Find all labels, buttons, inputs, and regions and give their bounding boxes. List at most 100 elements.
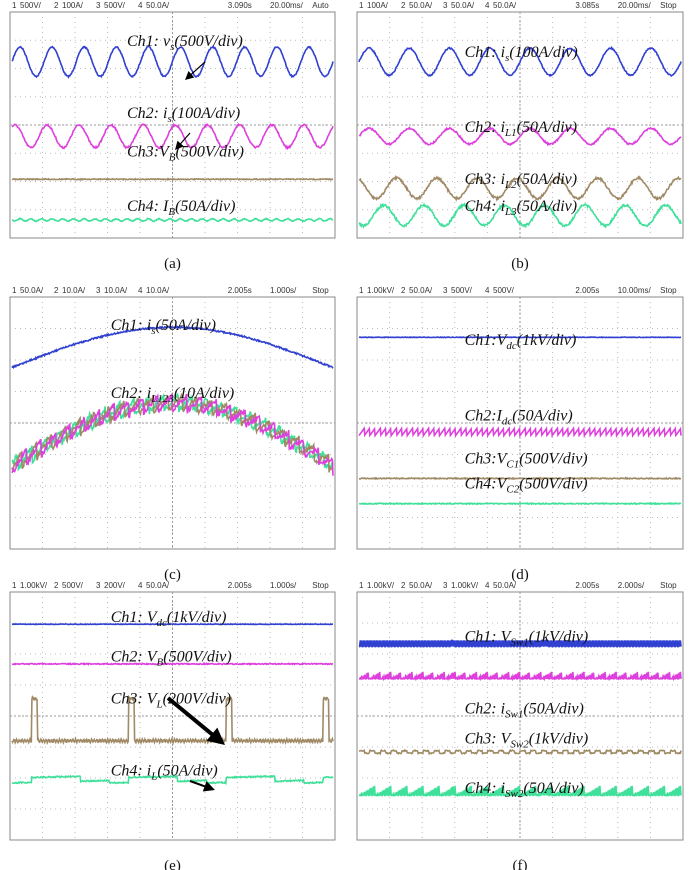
label-main: Ch3:V bbox=[465, 450, 509, 467]
label-tail: (50A/div) bbox=[512, 407, 572, 424]
channel-label: Ch3:VB(500V/div) bbox=[127, 144, 244, 164]
run-mode: Stop bbox=[312, 286, 329, 295]
label-main: Ch4:V bbox=[465, 476, 509, 493]
label-main: Ch1: V bbox=[111, 609, 159, 626]
channel-number: 4 bbox=[485, 1, 490, 10]
label-main: Ch2: i bbox=[111, 385, 151, 402]
label-tail: (50A/div) bbox=[517, 198, 577, 215]
channel-scale: 200V/ bbox=[104, 581, 126, 590]
channel-label: Ch2: VB(500V/div) bbox=[111, 648, 232, 668]
channel-scale: 50.0A/ bbox=[451, 1, 475, 10]
channel-label: Ch2:Idc(50A/div) bbox=[465, 407, 573, 427]
channel-number: 1 bbox=[359, 1, 364, 10]
channel-label: Ch1: is(50A/div) bbox=[111, 317, 216, 337]
channel-scale: 500V/ bbox=[493, 286, 515, 295]
channel-scale: 50.0A/ bbox=[409, 286, 433, 295]
label-tail: (10A/div) bbox=[174, 385, 234, 402]
channel-label: Ch4: iL3(50A/div) bbox=[465, 198, 577, 218]
label-subscript: Sw1 bbox=[510, 637, 528, 649]
label-subscript: Sw1 bbox=[505, 709, 523, 721]
channel-label: Ch2: iSw1(50A/div) bbox=[465, 701, 584, 721]
label-main: Ch1: v bbox=[127, 33, 171, 50]
label-main: Ch3: V bbox=[111, 691, 159, 708]
channel-label: Ch4: iSw2(50A/div) bbox=[465, 780, 584, 800]
run-mode: Stop bbox=[312, 581, 329, 590]
channel-label: Ch1: vs(500V/div) bbox=[127, 33, 243, 53]
label-subscript: C2 bbox=[506, 484, 519, 496]
channel-number: 4 bbox=[138, 1, 143, 10]
figure: 1500V/2100A/3500V/450.0A/3.090s20.00ms/A… bbox=[0, 0, 690, 870]
time-position: 3.090s bbox=[228, 1, 252, 10]
channel-label: Ch3:VC1(500V/div) bbox=[465, 450, 588, 470]
channel-number: 2 bbox=[54, 581, 59, 590]
channel-number: 2 bbox=[401, 1, 406, 10]
channel-scale: 50.0A/ bbox=[409, 581, 433, 590]
label-main: Ch3: i bbox=[465, 171, 505, 188]
label-main: Ch4: i bbox=[465, 780, 505, 797]
label-main: Ch2:I bbox=[465, 407, 503, 424]
label-tail: (500V/div) bbox=[519, 450, 587, 467]
label-main: Ch1: i bbox=[465, 44, 505, 61]
label-main: Ch4: i bbox=[465, 198, 505, 215]
waveform bbox=[359, 503, 681, 504]
label-tail: (100A/div) bbox=[172, 105, 240, 122]
channel-scale: 1.00kV/ bbox=[367, 581, 395, 590]
label-tail: (50A/div) bbox=[157, 763, 217, 780]
channel-number: 1 bbox=[359, 286, 364, 295]
channel-number: 3 bbox=[96, 581, 101, 590]
channel-number: 4 bbox=[485, 581, 490, 590]
waveform bbox=[359, 750, 681, 754]
label-subscript: Sw2 bbox=[510, 738, 529, 750]
label-subscript: dc bbox=[502, 415, 512, 427]
channel-scale: 500V/ bbox=[451, 286, 473, 295]
channel-number: 4 bbox=[138, 286, 143, 295]
label-main: Ch2: i bbox=[127, 105, 167, 122]
label-subscript: L2 bbox=[504, 179, 517, 191]
channel-scale: 500V/ bbox=[104, 1, 126, 10]
label-tail: (50A/div) bbox=[517, 119, 577, 136]
label-tail: (200V/div) bbox=[163, 691, 231, 708]
channel-label: Ch4:VC2(500V/div) bbox=[465, 476, 588, 496]
label-main: Ch1: i bbox=[111, 317, 151, 334]
run-mode: Stop bbox=[660, 1, 677, 10]
channel-scale: 1.00kV/ bbox=[451, 581, 479, 590]
channel-number: 1 bbox=[359, 581, 364, 590]
label-main: Ch1: V bbox=[465, 629, 513, 646]
label-main: Ch4: i bbox=[111, 763, 151, 780]
channel-scale: 100A/ bbox=[62, 1, 84, 10]
label-tail: (1kV/div) bbox=[529, 629, 589, 646]
time-division: 20.00ms/ bbox=[270, 1, 304, 10]
channel-number: 3 bbox=[443, 286, 448, 295]
label-subscript: L1 bbox=[504, 127, 517, 139]
channel-number: 2 bbox=[401, 581, 406, 590]
label-tail: (1kV/div) bbox=[529, 730, 589, 747]
label-main: Ch2: V bbox=[111, 648, 159, 665]
run-mode: Stop bbox=[660, 581, 677, 590]
label-tail: (1kV/div) bbox=[517, 332, 577, 349]
label-tail: (50A/div) bbox=[523, 701, 583, 718]
channel-number: 2 bbox=[401, 286, 406, 295]
channel-scale: 50.0A/ bbox=[146, 1, 170, 10]
channel-label: Ch1: Vdc(1kV/div) bbox=[111, 609, 227, 629]
label-tail: (500V/div) bbox=[163, 648, 231, 665]
channel-number: 3 bbox=[96, 1, 101, 10]
time-division: 10.00ms/ bbox=[618, 286, 652, 295]
channel-number: 4 bbox=[485, 286, 490, 295]
time-position: 2.005s bbox=[228, 286, 252, 295]
scope-panel: 1100A/250.0A/350.0A/450.0A/3.085s20.00ms… bbox=[357, 1, 683, 272]
channel-scale: 50.0A/ bbox=[409, 1, 433, 10]
channel-scale: 50.0A/ bbox=[20, 286, 44, 295]
caption: (a) bbox=[164, 256, 181, 272]
channel-number: 4 bbox=[138, 581, 143, 590]
channel-number: 2 bbox=[54, 1, 59, 10]
channel-number: 3 bbox=[443, 1, 448, 10]
time-division: 20.00ms/ bbox=[618, 1, 652, 10]
label-tail: (50A/div) bbox=[523, 780, 583, 797]
label-tail: (100A/div) bbox=[509, 44, 577, 61]
channel-scale: 10.0A/ bbox=[104, 286, 128, 295]
time-position: 2.005s bbox=[575, 581, 599, 590]
